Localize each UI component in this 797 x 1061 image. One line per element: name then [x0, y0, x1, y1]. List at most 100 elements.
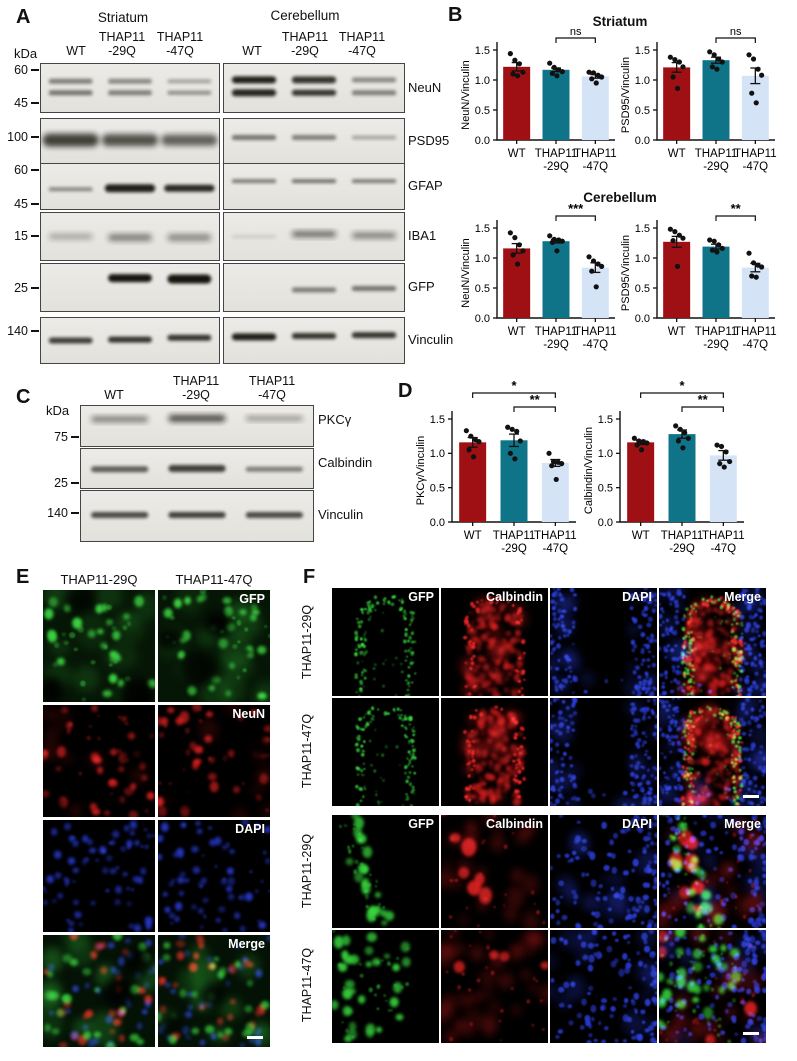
micrograph-dapi-29q — [43, 820, 155, 932]
micrograph-calbindin-47q — [441, 698, 548, 806]
svg-text:**: ** — [530, 392, 541, 407]
blot-psd95-cerebellum — [223, 118, 405, 164]
micrograph-neun-47q: NeuN — [158, 705, 270, 817]
stain-label: GFP — [408, 590, 434, 604]
stain-label: GFP — [408, 817, 434, 831]
panel-a-group-cerebellum: Cerebellum — [270, 8, 340, 23]
svg-text:-47Q: -47Q — [711, 543, 737, 555]
panel-b-title-striatum: Striatum — [592, 14, 648, 29]
micrograph-merge-47q: Merge — [158, 935, 270, 1047]
svg-text:WT: WT — [508, 148, 526, 160]
svg-text:THAP11: THAP11 — [734, 326, 777, 338]
stain-label: DAPI — [622, 817, 652, 831]
protein-label-psd95: PSD95 — [408, 133, 450, 148]
panel-c-kda-label: kDa — [46, 403, 70, 418]
stain-label: Merge — [228, 937, 265, 951]
svg-text:THAP11: THAP11 — [535, 148, 578, 160]
micrograph-dapi-29q: DAPI — [550, 588, 657, 696]
svg-text:0.0: 0.0 — [598, 517, 613, 529]
protein-label-calbindin: Calbindin — [318, 455, 373, 470]
svg-text:0.5: 0.5 — [635, 105, 650, 117]
micrograph-calbindin-47q — [441, 930, 548, 1043]
scale-bar — [743, 795, 759, 798]
micrograph-merge-29q: Merge — [659, 588, 766, 696]
svg-text:1.5: 1.5 — [598, 414, 613, 426]
svg-text:THAP11: THAP11 — [574, 148, 617, 160]
micrograph-merge-47q — [659, 930, 766, 1043]
svg-text:1.5: 1.5 — [475, 45, 490, 57]
micrograph-merge-29q: Merge — [659, 815, 766, 928]
panel-f-letter: F — [303, 566, 316, 588]
stain-label: Merge — [724, 590, 761, 604]
lane-label-47q: THAP11 -47Q — [156, 30, 204, 58]
panel-f-row-47q: THAP11-47Q — [300, 947, 314, 1023]
svg-text:WT: WT — [668, 326, 686, 338]
svg-text:THAP11: THAP11 — [534, 530, 577, 542]
micrograph-dapi-29q: DAPI — [550, 815, 657, 928]
svg-text:NeuN/Vinculin: NeuN/Vinculin — [460, 238, 472, 308]
lane-label-47q: THAP11 -47Q — [248, 374, 296, 402]
svg-text:WT: WT — [632, 530, 650, 542]
mw-marker: 45 — [0, 197, 39, 211]
svg-text:-29Q: -29Q — [703, 161, 729, 173]
micrograph-dapi-47q: DAPI — [158, 820, 270, 932]
mw-marker: 75 — [30, 430, 79, 444]
micrograph-neun-29q — [43, 705, 155, 817]
stain-label: Merge — [724, 817, 761, 831]
blot-psd95-striatum — [40, 118, 220, 164]
micrograph-gfp-47q — [332, 698, 439, 806]
blot-neun-striatum — [40, 63, 220, 113]
panel-f-row-29q: THAP11-29Q — [300, 604, 314, 680]
panel-b-letter: B — [448, 4, 463, 26]
svg-text:1.0: 1.0 — [475, 253, 490, 265]
micrograph-gfp-47q: GFP — [158, 590, 270, 702]
blot-calbindin — [80, 448, 314, 489]
svg-text:-47Q: -47Q — [743, 161, 769, 173]
stain-label: DAPI — [235, 822, 265, 836]
svg-text:0.5: 0.5 — [430, 482, 445, 494]
panel-e-col-47q: THAP11-47Q — [175, 572, 253, 587]
mw-marker: 60 — [0, 63, 39, 77]
blot-vinculin-striatum — [40, 317, 220, 364]
blot-pkcgamma — [80, 405, 314, 447]
lane-label-29q: THAP11 -29Q — [98, 30, 146, 58]
mw-marker: 45 — [0, 96, 39, 110]
svg-text:THAP11: THAP11 — [734, 148, 777, 160]
mw-marker: 140 — [0, 324, 39, 338]
svg-text:0.5: 0.5 — [475, 283, 490, 295]
protein-label-vinculin: Vinculin — [318, 507, 364, 522]
svg-text:Calbindin/Vinculin: Calbindin/Vinculin — [583, 427, 595, 514]
svg-text:PSD95/Vinculin: PSD95/Vinculin — [620, 235, 632, 311]
svg-text:-29Q: -29Q — [669, 543, 695, 555]
micrograph-calbindin-29q: Calbindin — [441, 588, 548, 696]
panel-a-group-striatum: Striatum — [97, 10, 149, 25]
svg-text:-47Q: -47Q — [583, 161, 609, 173]
protein-label-pkcgamma: PKCγ — [318, 412, 352, 427]
panel-e-image-grid: GFP NeuN DAPI Merge — [43, 590, 270, 1047]
svg-text:-47Q: -47Q — [583, 339, 609, 351]
micrograph-gfp-29q — [43, 590, 155, 702]
svg-text:1.5: 1.5 — [635, 45, 650, 57]
svg-text:1.0: 1.0 — [475, 75, 490, 87]
panel-f-row-47q: THAP11-47Q — [300, 713, 314, 789]
svg-text:1.5: 1.5 — [475, 223, 490, 235]
protein-label-vinculin: Vinculin — [408, 332, 454, 347]
svg-text:THAP11: THAP11 — [574, 326, 617, 338]
svg-text:0.0: 0.0 — [475, 313, 490, 325]
panel-f-row-29q: THAP11-29Q — [300, 833, 314, 909]
blot-gfap-cerebellum — [223, 163, 405, 210]
svg-text:**: ** — [698, 392, 709, 407]
panel-b-title-cerebellum: Cerebellum — [583, 190, 657, 205]
svg-text:1.0: 1.0 — [430, 448, 445, 460]
stain-label: Calbindin — [486, 590, 543, 604]
stain-label: DAPI — [622, 590, 652, 604]
lane-label-wt: WT — [242, 44, 262, 58]
svg-text:**: ** — [731, 201, 742, 216]
micrograph-dapi-47q — [550, 698, 657, 806]
blot-gfp-striatum — [40, 263, 220, 312]
svg-text:-29Q: -29Q — [543, 339, 569, 351]
blot-iba1-striatum — [40, 212, 220, 261]
svg-text:*: * — [679, 378, 685, 393]
